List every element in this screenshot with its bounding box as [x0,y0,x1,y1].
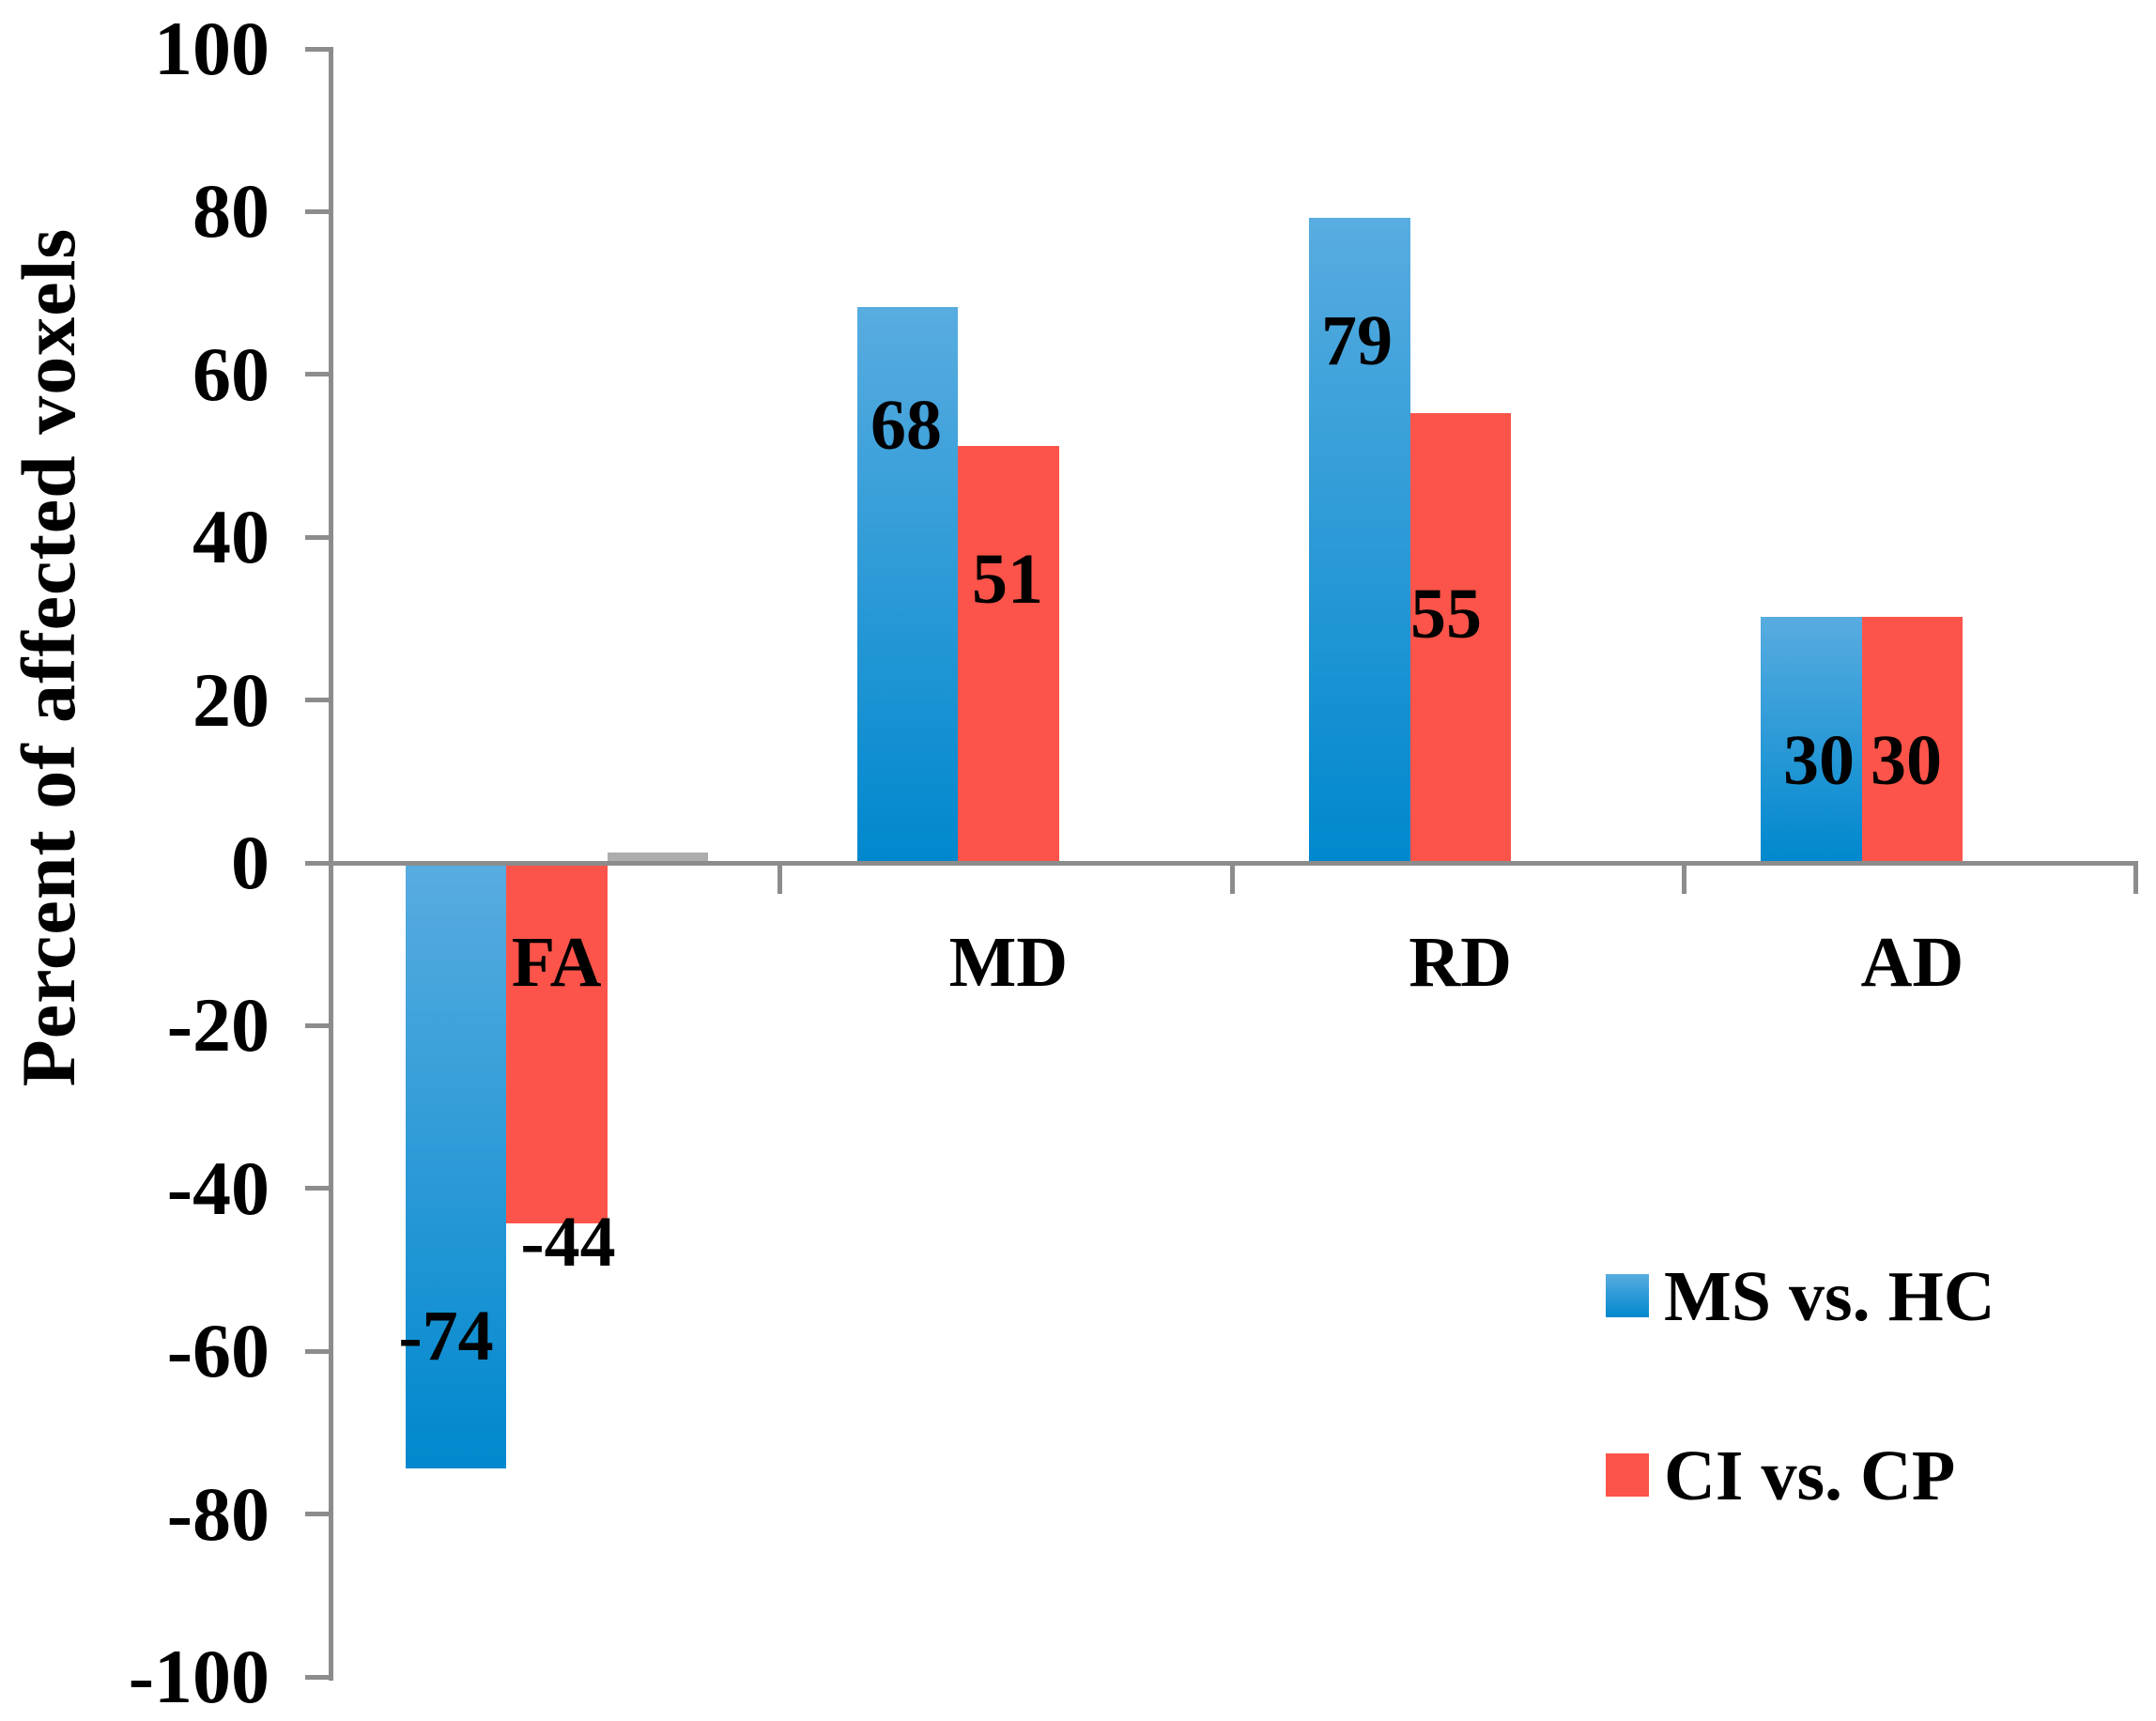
y-tick-label--80: -80 [166,1470,270,1557]
y-tick-mark-20 [305,698,331,703]
y-tick-label-100: 100 [154,6,270,91]
category-label-rd: RD [1409,923,1513,1002]
bar-ms-vs--hc-md [856,307,959,861]
bar-ci-vs--cp-md [958,445,1059,861]
y-tick-label-80: 80 [192,168,270,254]
y-tick-mark--40 [305,1186,331,1191]
y-tick-label-20: 20 [192,656,270,743]
bar-ci-vs--cp-rd [1409,413,1511,861]
bar-ci-vs--cp-ad [1861,616,1964,861]
bar-ms-vs--hc-ad [1761,616,1862,861]
y-tick-label-0: 0 [231,820,270,905]
y-tick-mark--100 [305,1674,331,1680]
category-label-md: MD [948,923,1069,1002]
bar-ci-vs--cp-fa [506,866,608,1224]
category-label-fa: FA [511,923,602,1002]
x-boundary-tick-1 [778,866,783,894]
y-tick-label--20: -20 [166,982,270,1068]
legend-label-ms-vs-hc: MS vs. HC [1664,1257,1995,1336]
x-axis-line [331,861,2138,866]
value-label-md-s0: 68 [870,386,942,465]
bar-ms-vs--hc-rd [1309,218,1410,861]
y-tick-label--100: -100 [128,1634,270,1719]
legend-label-ci-vs-cp: CI vs. CP [1664,1437,1956,1515]
y-tick-mark-0 [305,860,331,866]
legend-swatch-ci-vs-cp [1606,1453,1649,1497]
y-tick-label-60: 60 [192,330,270,417]
category-label-ad: AD [1860,923,1964,1002]
y-tick-mark--80 [305,1512,331,1517]
legend-swatch-ms-vs-hc [1606,1274,1649,1317]
y-tick-label--40: -40 [166,1145,270,1231]
x-boundary-tick-2 [1229,866,1235,894]
value-label-ad-s0: 30 [1783,721,1855,800]
y-tick-mark-60 [305,372,331,377]
y-tick-label-40: 40 [192,494,270,580]
value-label-fa-s0: -74 [398,1297,494,1375]
value-label-fa-s1: -44 [520,1203,616,1282]
value-label-ad-s1: 30 [1871,721,1942,800]
x-boundary-tick-4 [2133,866,2138,894]
y-tick-mark-100 [305,46,331,52]
y-tick-mark-80 [305,208,331,214]
y-tick-mark-40 [305,534,331,540]
y-tick-label--60: -60 [166,1308,270,1394]
bar-ms-vs--hc-fa [405,866,506,1468]
y-tick-mark--20 [305,1022,331,1028]
x-boundary-tick-3 [1681,866,1686,894]
value-label-rd-s0: 79 [1321,301,1393,380]
value-label-md-s1: 51 [972,540,1043,619]
value-label-rd-s1: 55 [1410,575,1482,653]
bar-gray-fa [607,853,708,861]
y-tick-mark--60 [305,1348,331,1354]
